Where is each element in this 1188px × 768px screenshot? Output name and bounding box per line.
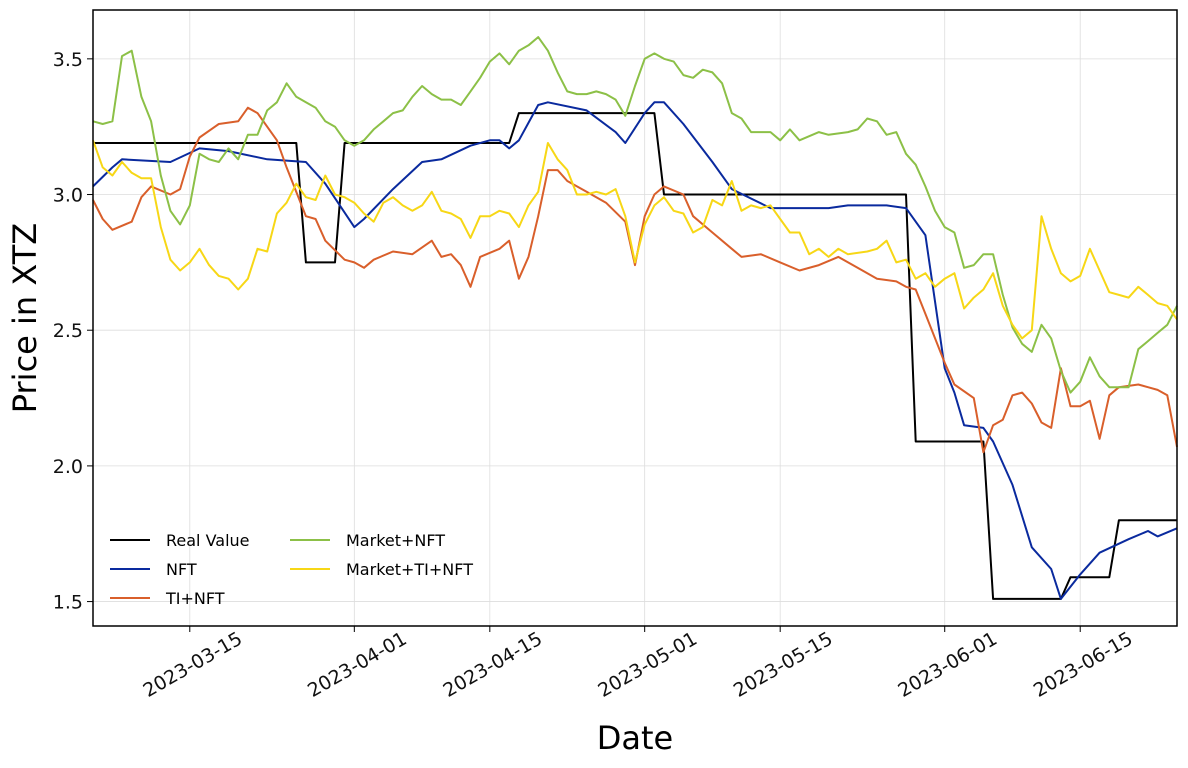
series-lines [92,36,1178,600]
y-axis-ticks: 1.5 2.0 2.5 3.0 3.5 [53,49,93,614]
legend-label-market-ti-nft: Market+TI+NFT [346,560,473,579]
y-tick-label: 3.0 [53,185,83,207]
y-tick-label: 2.0 [53,456,83,478]
series-line-nft [92,101,1178,600]
legend-label-nft: NFT [166,560,197,579]
series-line-market-ti-nft [92,139,1178,340]
x-axis-title: Date [597,719,673,757]
series-line-market-nft [92,36,1178,394]
plot-frame [92,9,1178,627]
series-line-ti-nft [92,106,1178,454]
legend-label-real-value: Real Value [166,531,250,550]
y-tick-label: 1.5 [53,592,83,614]
y-axis-title: Price in XTZ [6,223,44,413]
legend-label-market-nft: Market+NFT [346,531,445,550]
grid-lines [93,10,1177,626]
y-tick-label: 3.5 [53,49,83,71]
legend-label-ti-nft: TI+NFT [165,589,225,608]
legend: Real Value NFT TI+NFT Market+NFT Market+TI+N… [110,531,473,608]
y-tick-label: 2.5 [53,320,83,342]
